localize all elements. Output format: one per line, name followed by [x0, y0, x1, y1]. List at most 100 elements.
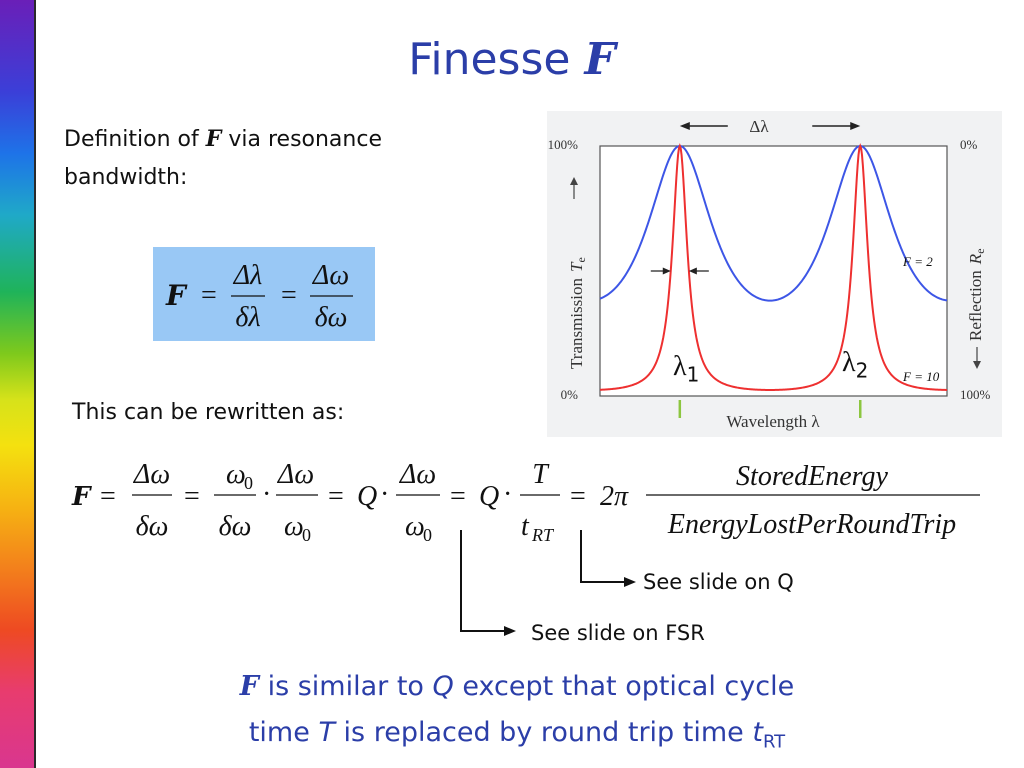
- definition-finesse-symbol: F: [205, 126, 222, 152]
- formula2-eq5: =: [570, 481, 586, 512]
- right-tick-bottom: 100%: [960, 387, 991, 402]
- bottom-t-symbol: T: [318, 717, 335, 748]
- formula1-den2: δω: [315, 302, 348, 333]
- formula2-f2-num-sub: 0: [244, 473, 253, 493]
- fsr-arrow-right-head: [850, 122, 861, 130]
- formula2-eq4: =: [450, 481, 466, 512]
- fwhm-arrow-right-head: [688, 267, 697, 275]
- rewrite-label: This can be rewritten as:: [72, 400, 345, 425]
- right-tick-top: 0%: [960, 137, 978, 152]
- formula2-f6-num: StoredEnergy: [736, 461, 888, 492]
- formula2-eq3: =: [328, 481, 344, 512]
- formula2-f4-den-sub: 0: [423, 525, 432, 545]
- formula2-dot2: ·: [380, 479, 389, 510]
- definition-text: Definition of F via resonance bandwidth:: [64, 120, 464, 197]
- lambda2-symbol: λ: [842, 347, 856, 378]
- formula2-eq1: =: [100, 481, 116, 512]
- x-axis-label: Wavelength λ: [726, 412, 820, 431]
- fsr-arrow-left-head: [679, 122, 690, 130]
- title-finesse-symbol: F: [584, 34, 616, 85]
- bottom-q-symbol: Q: [432, 671, 454, 702]
- formula2-eq2: =: [184, 481, 200, 512]
- chart-svg: 100% 0% 0% 100% Transmission Te Reflectio…: [548, 117, 991, 431]
- left-tick-bottom: 0%: [561, 387, 579, 402]
- formula2-f5-num: T: [532, 459, 550, 490]
- bottom-line-2: time T is replaced by round trip time tR…: [0, 710, 1024, 765]
- formula2-two-pi: 2π: [600, 481, 629, 512]
- formula2-dot3: ·: [503, 479, 512, 510]
- fwhm-arrow-left-head: [662, 267, 671, 275]
- formula2-f3-den-sub: 0: [302, 525, 311, 545]
- formula2-lhs: F: [71, 482, 92, 512]
- formula2-f5-den-sub: RT: [531, 525, 555, 545]
- formula2-f2-num: ω: [226, 459, 246, 490]
- definition-formula: F = Δλ δλ = Δω δω: [165, 260, 353, 333]
- formula2-f5-den: t: [521, 511, 530, 542]
- rewritten-formula: F = Δω δω = ω 0 δω · Δω ω 0 = Q · Δω ω 0…: [71, 459, 980, 545]
- formula2-dot1: ·: [262, 479, 271, 510]
- lambda1-sub: 1: [686, 362, 700, 387]
- fsr-arrow-line: [460, 530, 506, 632]
- rainbow-sidebar: [0, 0, 34, 768]
- series-line-2: [599, 143, 948, 391]
- formula2-q1: Q: [357, 481, 377, 512]
- formula2-f1-den: δω: [136, 511, 169, 542]
- left-tick-top: 100%: [548, 137, 579, 152]
- note-fsr: See slide on FSR: [531, 621, 705, 645]
- y-label-right-sub: e: [973, 248, 987, 253]
- formula2-f3-den: ω: [284, 511, 304, 542]
- formula1-eq1: =: [201, 280, 217, 311]
- bottom-t-rt-sub: RT: [762, 731, 786, 753]
- note-arrows: [460, 530, 636, 636]
- q-arrow-head: [624, 577, 636, 587]
- formula2-f4-den: ω: [405, 511, 425, 542]
- y-label-left-sym: T: [567, 261, 586, 272]
- y-label-right-text: Reflection: [966, 270, 985, 341]
- definition-line2: bandwidth:: [64, 165, 188, 190]
- y-label-left-sub: e: [574, 257, 588, 262]
- lambda2-label: λ2: [842, 347, 868, 383]
- bottom-line2-b: is replaced by round trip time: [343, 717, 744, 748]
- formula2-f3-num: Δω: [277, 459, 314, 490]
- bottom-line1-b: except that optical cycle: [462, 671, 795, 702]
- note-q: See slide on Q: [643, 570, 794, 594]
- q-arrow-line: [580, 530, 626, 583]
- formula2-f6-den: EnergyLostPerRoundTrip: [667, 509, 956, 540]
- definition-formula-box: F = Δλ δλ = Δω δω: [153, 247, 375, 341]
- formula2-f2-den: δω: [219, 511, 252, 542]
- y-label-left-text: Transmission: [567, 277, 586, 369]
- fsr-arrow-head: [504, 626, 516, 636]
- series-line-1: [599, 144, 948, 302]
- lambda2-sub: 2: [855, 358, 869, 383]
- y-left-arrow-head: [570, 177, 578, 185]
- formula2-f4-num: Δω: [399, 459, 436, 490]
- definition-prefix: Definition of: [64, 127, 199, 152]
- formula1-den1: δλ: [235, 302, 260, 333]
- y-right-arrow-head: [973, 361, 981, 369]
- formula1-num2: Δω: [312, 260, 349, 291]
- y-label-right: Reflection Re: [966, 248, 987, 341]
- definition-suffix: via resonance: [228, 127, 382, 152]
- y-label-left: Transmission Te: [567, 257, 588, 369]
- formula1-lhs: F: [165, 279, 188, 312]
- y-label-right-sym: R: [966, 253, 985, 265]
- legend-f2: F = 2: [903, 254, 933, 269]
- title-text: Finesse: [408, 34, 571, 85]
- bottom-t-rt-symbol: t: [752, 717, 763, 748]
- sidebar-edge: [34, 0, 36, 768]
- plot-layer: [599, 122, 948, 418]
- bottom-line1-a: is similar to: [267, 671, 424, 702]
- formula1-num1: Δλ: [233, 260, 263, 291]
- lambda1-label: λ1: [673, 351, 699, 387]
- bottom-line-1: F is similar to Q except that optical cy…: [0, 664, 1024, 710]
- formula1-eq2: =: [281, 280, 297, 311]
- fabry-perot-chart: 100% 0% 0% 100% Transmission Te Reflectio…: [547, 111, 1002, 437]
- bottom-line2-a: time: [248, 717, 310, 748]
- legend-f10: F = 10: [903, 369, 940, 384]
- formula2-f1-num: Δω: [133, 459, 170, 490]
- formula2-q2: Q: [479, 481, 499, 512]
- fsr-label: Δλ: [749, 117, 769, 136]
- lambda1-symbol: λ: [673, 351, 687, 382]
- slide-title: Finesse F: [0, 34, 1024, 85]
- bottom-finesse-symbol: F: [239, 671, 259, 702]
